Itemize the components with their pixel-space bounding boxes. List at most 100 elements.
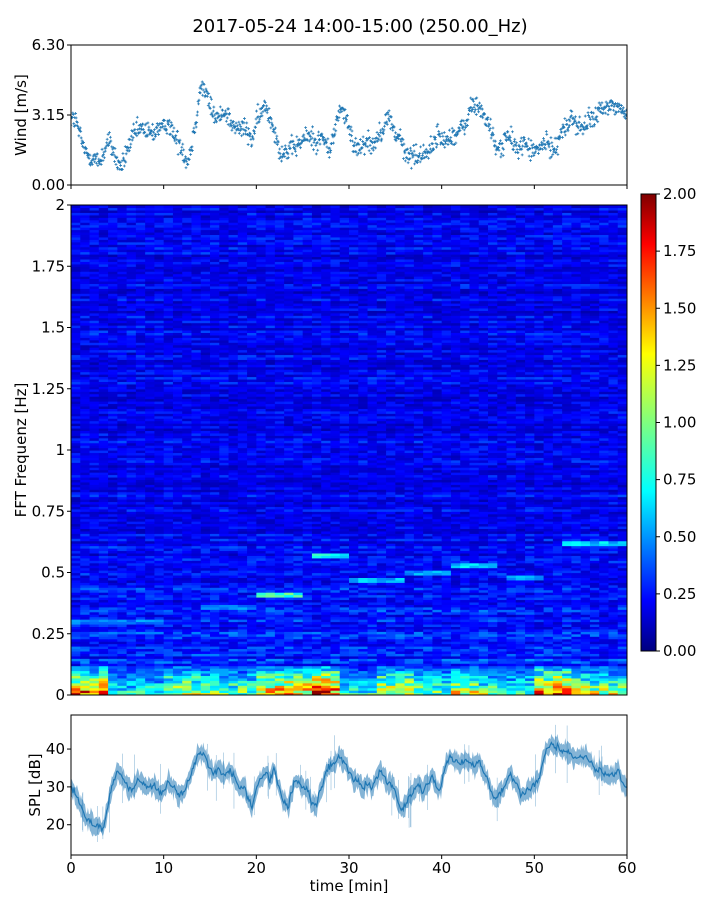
- spectrogram-cell: [515, 638, 526, 642]
- spectrogram-cell: [89, 663, 100, 667]
- wind-point: [270, 121, 274, 125]
- spectrogram-cell: [404, 653, 415, 657]
- wind-point: [72, 122, 76, 126]
- spectrogram-cell: [450, 550, 461, 554]
- spectrogram-cell: [441, 641, 452, 645]
- spectrogram-cell: [423, 626, 433, 630]
- wind-point: [334, 129, 338, 133]
- spectrogram-cell: [506, 577, 517, 581]
- spectrogram-cell: [515, 587, 526, 591]
- wind-point: [440, 131, 444, 135]
- spectrogram-cell: [469, 677, 480, 681]
- spectrogram-cell: [302, 579, 313, 583]
- spectrogram-cell: [460, 550, 471, 554]
- spectrogram-cell: [450, 557, 461, 561]
- spectrogram-cell: [478, 562, 489, 566]
- spectrogram-cell: [172, 663, 183, 667]
- wind-point: [115, 166, 119, 169]
- spectrogram-cell: [339, 692, 350, 695]
- spectrogram-cell: [395, 560, 406, 564]
- spectrogram-cell: [515, 614, 526, 618]
- spectrogram-cell: [562, 540, 572, 544]
- spectrogram-cell: [608, 619, 619, 623]
- spectrogram-cell: [210, 545, 220, 549]
- spectrogram-cell: [534, 680, 545, 684]
- wind-point: [522, 136, 526, 139]
- spectrogram-cell: [423, 685, 433, 689]
- spectrogram-cell: [525, 599, 535, 603]
- wind-point: [203, 90, 206, 94]
- spectrogram-cell: [608, 690, 619, 694]
- spectrogram-cell: [589, 668, 600, 672]
- spectrogram-cell: [200, 597, 211, 601]
- spectrogram-cell: [117, 668, 128, 672]
- wind-point: [528, 147, 532, 151]
- spectrogram-cell: [135, 670, 146, 674]
- wind-point: [209, 95, 212, 99]
- spectrogram-cell: [562, 597, 572, 601]
- spectrogram-cell: [163, 663, 174, 667]
- spectrogram-cell: [293, 560, 304, 564]
- wind-point: [536, 145, 540, 149]
- spectrogram-cell: [515, 680, 526, 684]
- spectrogram-cell: [126, 692, 137, 695]
- spectrogram-cell: [441, 675, 452, 679]
- spectrogram-cell: [488, 638, 498, 642]
- spectrogram-cell: [358, 619, 369, 623]
- wind-point: [406, 161, 410, 165]
- spectrogram-cell: [460, 692, 471, 695]
- spectrogram-cell: [534, 633, 545, 637]
- spectrogram-cell: [80, 584, 91, 588]
- spectrogram-cell: [450, 574, 461, 578]
- spectrogram-cell: [358, 592, 369, 596]
- spectrogram-cell: [506, 672, 517, 676]
- spectrogram-cell: [117, 587, 128, 591]
- spectrogram-cell: [145, 604, 155, 608]
- spectrogram-cell: [413, 638, 424, 642]
- wind-point: [558, 134, 562, 138]
- wind-point: [90, 159, 94, 162]
- spectrogram-cell: [515, 650, 526, 654]
- spectrogram-cell: [608, 663, 619, 667]
- wind-point: [91, 154, 95, 158]
- spectrogram-cell: [135, 660, 146, 664]
- spectrogram-cell: [432, 680, 443, 684]
- spectrogram-cell: [506, 670, 517, 674]
- wind-point: [198, 91, 202, 95]
- spectrogram-cell: [413, 677, 424, 681]
- spectrogram-cell: [302, 655, 313, 659]
- spectrogram-cell: [135, 543, 146, 547]
- spectrogram-cell: [497, 614, 508, 618]
- spectrogram-cell: [163, 621, 174, 625]
- wind-point: [184, 166, 188, 170]
- spectrogram-cell: [302, 601, 313, 605]
- spectrogram-cell: [469, 663, 480, 667]
- wind-point: [442, 131, 446, 134]
- spectrogram-cell: [210, 626, 220, 630]
- spectrogram-cell: [172, 545, 183, 549]
- spectrogram-cell: [506, 692, 517, 695]
- wind-point: [191, 149, 194, 153]
- spectrogram-cell: [589, 665, 600, 669]
- spectrogram-cell: [386, 623, 396, 627]
- spectrogram-cell: [580, 658, 591, 662]
- wind-point: [409, 146, 412, 150]
- wind-point: [143, 130, 147, 134]
- spectrogram-cell: [617, 589, 627, 593]
- spectrogram-cell: [256, 687, 267, 691]
- spectrogram-cell: [71, 552, 81, 556]
- spectrogram-cell: [413, 540, 424, 544]
- spectrogram-cell: [256, 584, 267, 588]
- wind-point: [84, 147, 88, 150]
- spectrogram-cell: [98, 584, 109, 588]
- spectrogram-cell: [191, 574, 202, 578]
- wind-point: [472, 105, 476, 109]
- spectrogram-cell: [145, 636, 155, 640]
- spectrogram-cell: [311, 565, 322, 569]
- wind-point: [609, 108, 613, 112]
- spectrogram-cell: [599, 609, 610, 613]
- spectrogram-cell: [599, 655, 610, 659]
- spectrogram-cell: [525, 646, 535, 650]
- wind-point: [271, 130, 275, 133]
- wind-point: [456, 132, 460, 136]
